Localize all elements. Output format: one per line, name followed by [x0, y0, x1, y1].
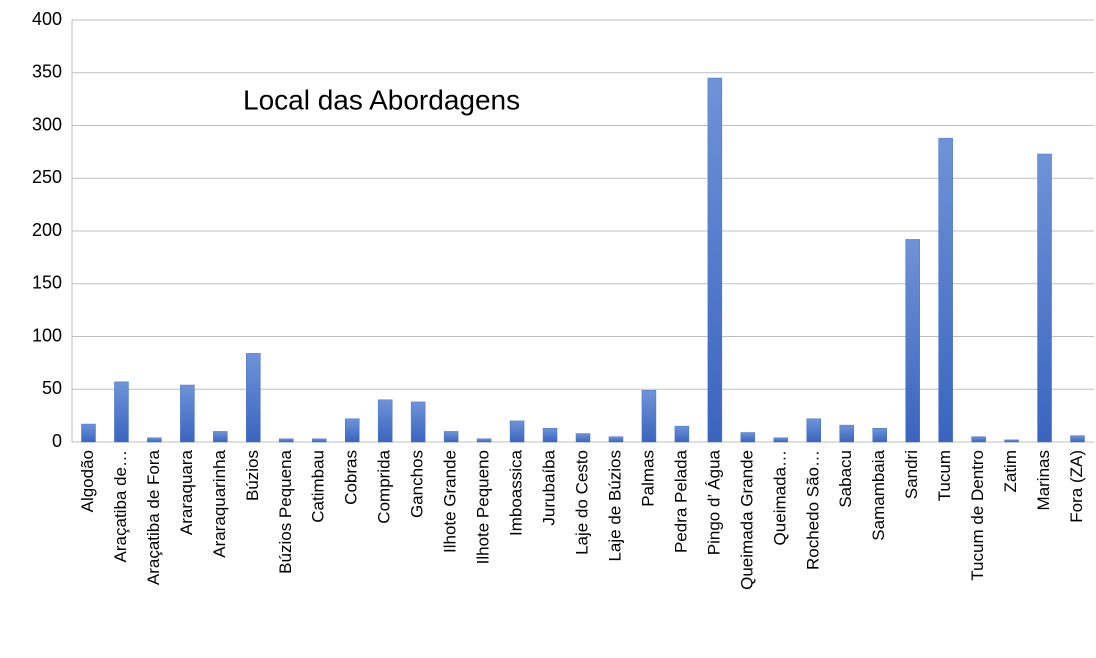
chart-title: Local das Abordagens: [243, 84, 520, 115]
bar: [476, 438, 492, 443]
bar: [377, 399, 393, 443]
x-tick-label: Ilhote Grande: [441, 450, 460, 553]
bar: [608, 436, 624, 443]
bar: [410, 401, 426, 443]
x-tick-label: Rochedo São…: [803, 450, 822, 570]
x-tick-label: Palmas: [638, 450, 657, 507]
x-tick-label: Catimbau: [309, 450, 328, 523]
bar: [81, 423, 96, 443]
y-tick-label: 0: [52, 431, 62, 451]
x-tick-label: Araraquara: [177, 449, 196, 535]
y-tick-label: 350: [32, 62, 62, 82]
x-tick-label: Búzios Pequena: [276, 449, 295, 573]
x-tick-label: Imboassica: [507, 449, 526, 536]
x-tick-label: Cobras: [342, 450, 361, 505]
x-tick-label: Zatim: [1001, 450, 1020, 493]
x-tick-label: Comprida: [375, 449, 394, 523]
x-tick-label: Araçatiba de Fora: [144, 449, 163, 585]
bar: [344, 418, 360, 443]
x-tick-label: Tucum: [935, 450, 954, 501]
bar: [509, 420, 525, 443]
bar: [312, 438, 327, 443]
bar: [147, 437, 162, 443]
x-tick-label: Ganchos: [408, 450, 427, 518]
bar: [443, 431, 459, 443]
bar: [542, 428, 558, 443]
bar: [872, 428, 887, 443]
bar: [641, 390, 657, 443]
bar: [180, 384, 195, 443]
bar: [806, 418, 822, 443]
x-tick-label: Samambaia: [869, 449, 888, 540]
bar: [674, 425, 690, 443]
y-tick-label: 100: [32, 325, 62, 345]
x-tick-label: Queimada…: [770, 450, 789, 545]
x-tick-label: Sandri: [902, 450, 921, 499]
bar: [1004, 439, 1019, 443]
x-tick-label: Pedra Pelada: [671, 449, 690, 553]
bar: [279, 438, 294, 443]
bar: [213, 431, 228, 443]
bar: [1070, 435, 1085, 443]
x-tick-label: Araraquarinha: [210, 449, 229, 557]
x-tick-label: Pingo d’ Água: [704, 449, 723, 555]
x-tick-label: Araçatiba de…: [111, 450, 130, 562]
x-tick-label: Algodão: [78, 450, 97, 512]
bar: [114, 381, 129, 443]
x-tick-label: Laje de Búzios: [605, 450, 624, 562]
x-tick-label: Ilhote Pequeno: [474, 450, 493, 564]
bar: [1037, 153, 1052, 443]
y-tick-label: 200: [32, 220, 62, 240]
x-tick-label: Sabacu: [836, 450, 855, 508]
bar: [839, 424, 854, 443]
bar: [905, 239, 920, 443]
bar: [971, 436, 986, 443]
bar: [938, 137, 953, 443]
bar: [773, 437, 789, 443]
y-tick-label: 250: [32, 167, 62, 187]
bar: [575, 433, 591, 443]
y-tick-label: 300: [32, 114, 62, 134]
x-tick-label: Marinas: [1034, 450, 1053, 510]
x-tick-label: Tucum de Dentro: [968, 450, 987, 581]
y-tick-label: 400: [32, 9, 62, 29]
x-tick-label: Fora (ZA): [1067, 450, 1086, 523]
bar: [707, 77, 723, 443]
x-tick-label: Jurubaíba: [540, 449, 559, 525]
x-tick-label: Búzios: [243, 450, 262, 501]
bar: [740, 432, 756, 443]
bar: [246, 353, 261, 443]
x-tick-label: Queimada Grande: [737, 450, 756, 590]
y-tick-label: 150: [32, 273, 62, 293]
x-tick-label: Laje do Cesto: [572, 450, 591, 555]
y-tick-label: 50: [42, 378, 62, 398]
